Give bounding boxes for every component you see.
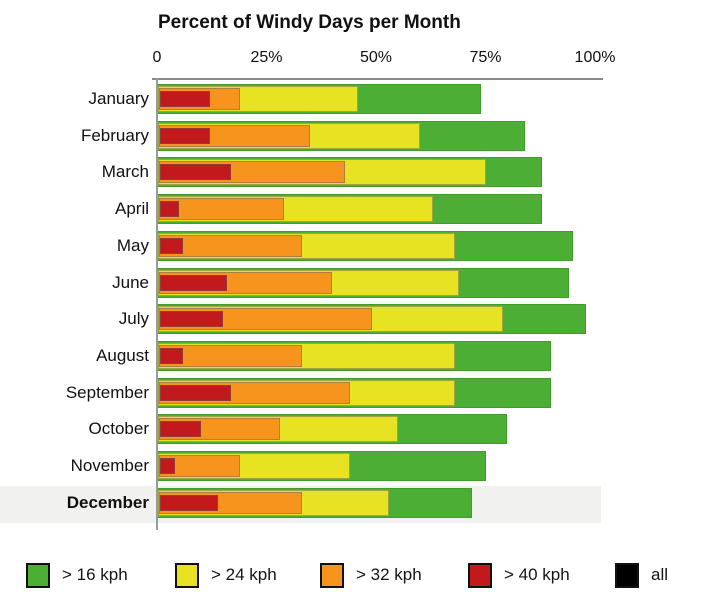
legend-swatch-40kph [468, 562, 492, 588]
bar-segment-june-40kph [160, 274, 228, 291]
legend-label: > 16 kph [62, 565, 128, 584]
legend-item-32kph: > 32 kph [320, 560, 422, 590]
legend-swatch-24kph [175, 562, 199, 588]
legend-swatch-32kph [320, 562, 344, 588]
month-label-january: January [88, 89, 149, 108]
legend-swatch-all [615, 562, 639, 588]
bar-segment-march-40kph [160, 164, 232, 181]
axis-tick-0: 0 [152, 49, 162, 66]
month-label-september: September [65, 382, 149, 402]
axis-tick-75: 75% [469, 49, 502, 66]
bar-segment-april-40kph [160, 201, 179, 218]
bar-segment-july-40kph [160, 311, 223, 328]
legend-swatch-16kph [26, 562, 50, 588]
legend: > 16 kph > 24 kph > 32 kph > 40 kph all [0, 560, 712, 594]
axis-tick-50: 50% [359, 49, 393, 66]
y-axis-line [156, 78, 158, 530]
bar-segment-november-32kph [159, 455, 241, 477]
legend-label: > 24 kph [211, 565, 277, 584]
legend-item-40kph: > 40 kph [468, 560, 570, 590]
month-label-june: June [112, 272, 149, 292]
bar-segment-december-40kph [160, 494, 219, 511]
axis-tick-100: 100% [574, 49, 616, 66]
month-label-august: August [96, 345, 149, 365]
bar-segment-may-40kph [160, 237, 184, 254]
bar-segment-january-40kph [160, 91, 210, 107]
bar-segment-october-40kph [160, 421, 201, 438]
bar-segment-august-40kph [160, 347, 184, 364]
month-label-july: July [118, 309, 149, 329]
month-label-october: October [88, 419, 149, 439]
axis-tick-25: 25% [250, 49, 283, 66]
legend-item-all: all [615, 560, 668, 590]
month-label-march: March [101, 162, 149, 182]
legend-item-24kph: > 24 kph [175, 560, 277, 590]
x-axis-tick-row: 0 25% 50% 75% 100% [153, 49, 616, 67]
month-label-may: May [116, 235, 149, 255]
legend-label: > 32 kph [356, 565, 422, 584]
bar-segment-may-32kph [159, 234, 302, 257]
bar-segment-september-40kph [160, 384, 232, 401]
month-label-april: April [114, 199, 149, 219]
bar-segment-april-32kph [159, 198, 285, 221]
x-axis-line [152, 78, 603, 80]
month-label-november: November [70, 456, 149, 475]
legend-label: > 40 kph [504, 565, 570, 584]
bar-segment-august-32kph [159, 344, 302, 367]
month-label-december: December [66, 492, 149, 512]
bar-segment-february-40kph [160, 127, 210, 144]
bar-segment-november-40kph [160, 458, 175, 474]
chart-title: Percent of Windy Days per Month [158, 12, 461, 33]
legend-item-16kph: > 16 kph [26, 560, 128, 590]
month-label-february: February [80, 125, 149, 145]
legend-label: all [651, 565, 669, 584]
